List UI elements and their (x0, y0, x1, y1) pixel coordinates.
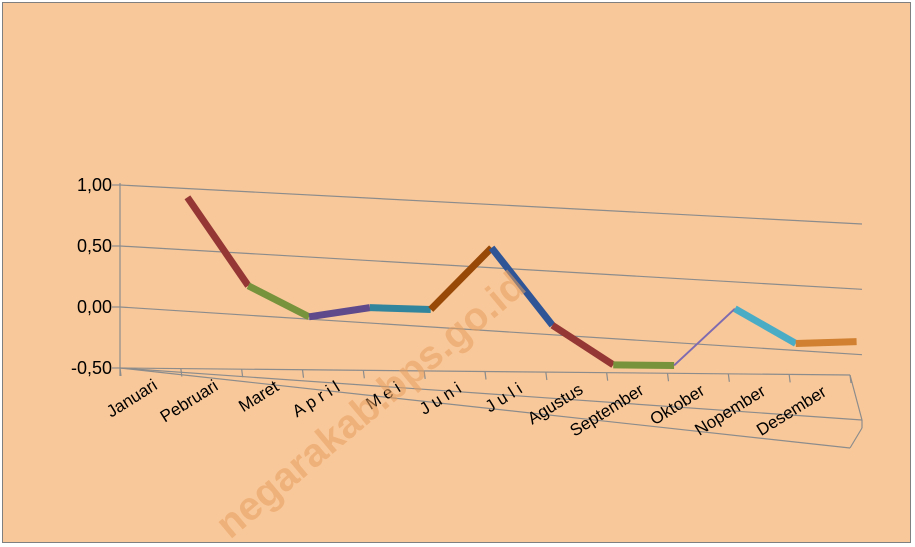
series-segment-1 (184, 195, 252, 288)
y-tick-label: 0,00 (77, 297, 112, 317)
x-tick (241, 369, 244, 378)
x-tick (362, 370, 365, 379)
axes (112, 183, 863, 449)
x-tick (545, 372, 548, 381)
y-tick-labels: 1,00 0,50 0,00 -0,50 (71, 175, 112, 378)
gridline (119, 367, 863, 421)
series-segment-11 (795, 338, 857, 347)
series-segment-4 (369, 304, 431, 313)
x-tick-label: Pebruari (157, 376, 222, 426)
x-tick (666, 373, 670, 382)
x-tick (606, 372, 609, 381)
y-tick-label: 1,00 (77, 175, 112, 195)
series-segment-2 (246, 282, 311, 320)
series-segment-5 (428, 245, 495, 312)
x-tick-label: Maret (235, 377, 282, 416)
x-tick (180, 368, 183, 377)
x-tick-label: Januari (103, 376, 160, 422)
series-segment-9 (673, 307, 736, 367)
x-tick (119, 367, 122, 377)
series-segment-6 (488, 245, 556, 328)
side-edge (849, 374, 863, 421)
series-segment-10 (733, 305, 798, 347)
gridline (119, 306, 863, 356)
x-tick (423, 370, 426, 379)
series-segment-8 (613, 361, 675, 369)
series-segment-7 (550, 322, 616, 368)
y-tick-label: 0,50 (77, 236, 112, 256)
series-line (184, 195, 857, 369)
gridline (119, 245, 863, 290)
x-tick-label: Desember (753, 382, 830, 440)
side-edge (849, 427, 863, 449)
gridlines (119, 184, 863, 421)
y-tick-label: -0,50 (71, 358, 112, 378)
floor-edge (119, 367, 851, 449)
x-tick (727, 373, 730, 382)
x-tick (301, 369, 305, 378)
series-segment-3 (308, 304, 371, 321)
gridline (119, 184, 863, 225)
x-tick (788, 374, 791, 383)
x-tick (484, 371, 487, 380)
